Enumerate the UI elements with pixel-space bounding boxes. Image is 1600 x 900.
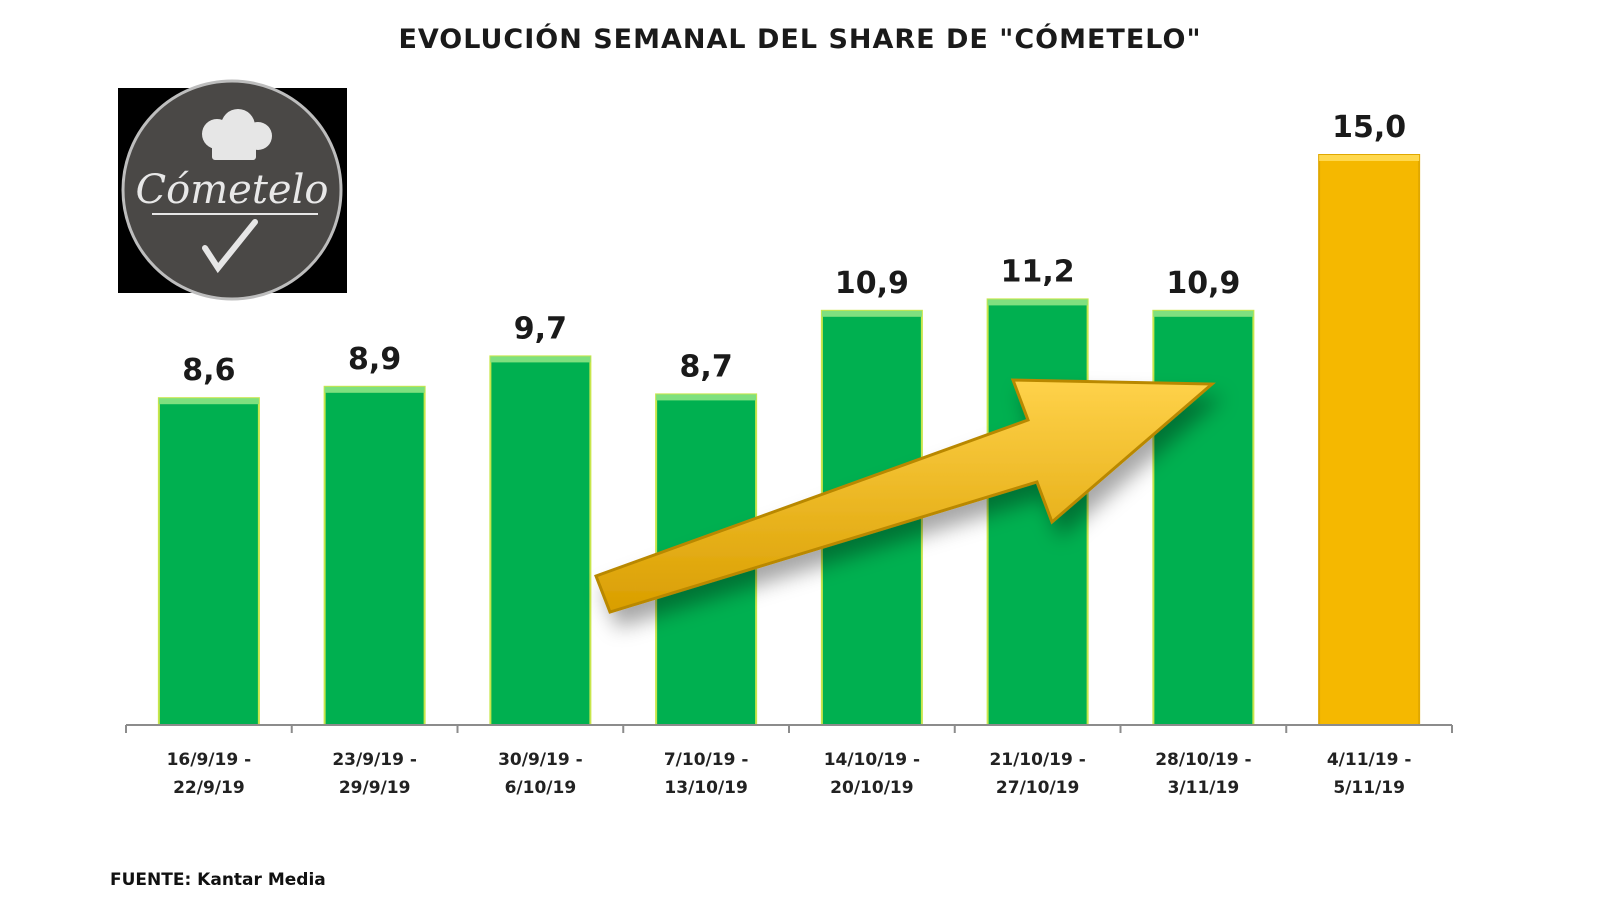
x-tick-label-5: 14/10/19 - (824, 750, 920, 770)
bar-cap-2 (324, 386, 425, 393)
bar-1 (157, 397, 260, 726)
x-axis: 16/9/19 - 22/9/19 23/9/19 - 29/9/19 30/9/19 … (125, 724, 1453, 798)
x-tick-label-6: 21/10/19 - (989, 750, 1085, 770)
checkmark-icon (202, 219, 258, 274)
value-label-6: 11,2 (1001, 254, 1075, 289)
value-labels: 8,6 8,9 9,7 8,7 10,9 11,2 10,9 15,0 (182, 110, 1406, 388)
x-tick-label-1: 22/9/19 (173, 778, 245, 798)
x-tick-label-7: 3/11/19 (1168, 778, 1240, 798)
value-label-2: 8,9 (348, 342, 401, 377)
bar-8 (1318, 154, 1421, 726)
x-tick-label-7: 28/10/19 - (1155, 750, 1251, 770)
value-label-4: 8,7 (680, 349, 733, 384)
value-label-3: 9,7 (514, 311, 567, 346)
bars (157, 154, 1421, 726)
value-label-8: 15,0 (1332, 110, 1406, 145)
cometelo-logo: Cómetelo (118, 79, 347, 301)
bar-6 (986, 298, 1089, 726)
bar-cap-4 (656, 394, 757, 401)
x-tick-label-3: 30/9/19 - (498, 750, 583, 770)
bar-cap-1 (158, 398, 259, 405)
trend-arrow (594, 378, 1216, 614)
x-tick-label-2: 23/9/19 - (332, 750, 417, 770)
value-label-1: 8,6 (182, 353, 235, 388)
x-tick-label-8: 4/11/19 - (1327, 750, 1412, 770)
bar-cap-7 (1153, 310, 1254, 317)
x-tick-label-5: 20/10/19 (830, 778, 913, 798)
x-tick-label-4: 7/10/19 - (664, 750, 749, 770)
bar-3 (489, 355, 592, 726)
bar-cap-6 (987, 299, 1088, 306)
value-label-5: 10,9 (835, 266, 909, 301)
x-tick-label-8: 5/11/19 (1333, 778, 1405, 798)
bar-cap-3 (490, 356, 591, 363)
trend-arrow-shape (594, 378, 1216, 614)
x-tick-label-2: 29/9/19 (339, 778, 411, 798)
bar-cap-8 (1319, 155, 1420, 161)
chef-hat-icon (202, 109, 272, 160)
x-tick-label-6: 27/10/19 (996, 778, 1079, 798)
bar-cap-5 (821, 310, 922, 317)
logo-text: Cómetelo (136, 167, 329, 213)
source-note: FUENTE: Kantar Media (110, 870, 326, 890)
chart-title: EVOLUCIÓN SEMANAL DEL SHARE DE "CÓMETELO… (398, 23, 1201, 55)
x-tick-label-3: 6/10/19 (505, 778, 577, 798)
bar-7 (1152, 309, 1255, 726)
bar-2 (323, 385, 426, 726)
value-label-7: 10,9 (1166, 266, 1240, 301)
x-tick-label-4: 13/10/19 (664, 778, 747, 798)
x-tick-label-1: 16/9/19 - (167, 750, 252, 770)
